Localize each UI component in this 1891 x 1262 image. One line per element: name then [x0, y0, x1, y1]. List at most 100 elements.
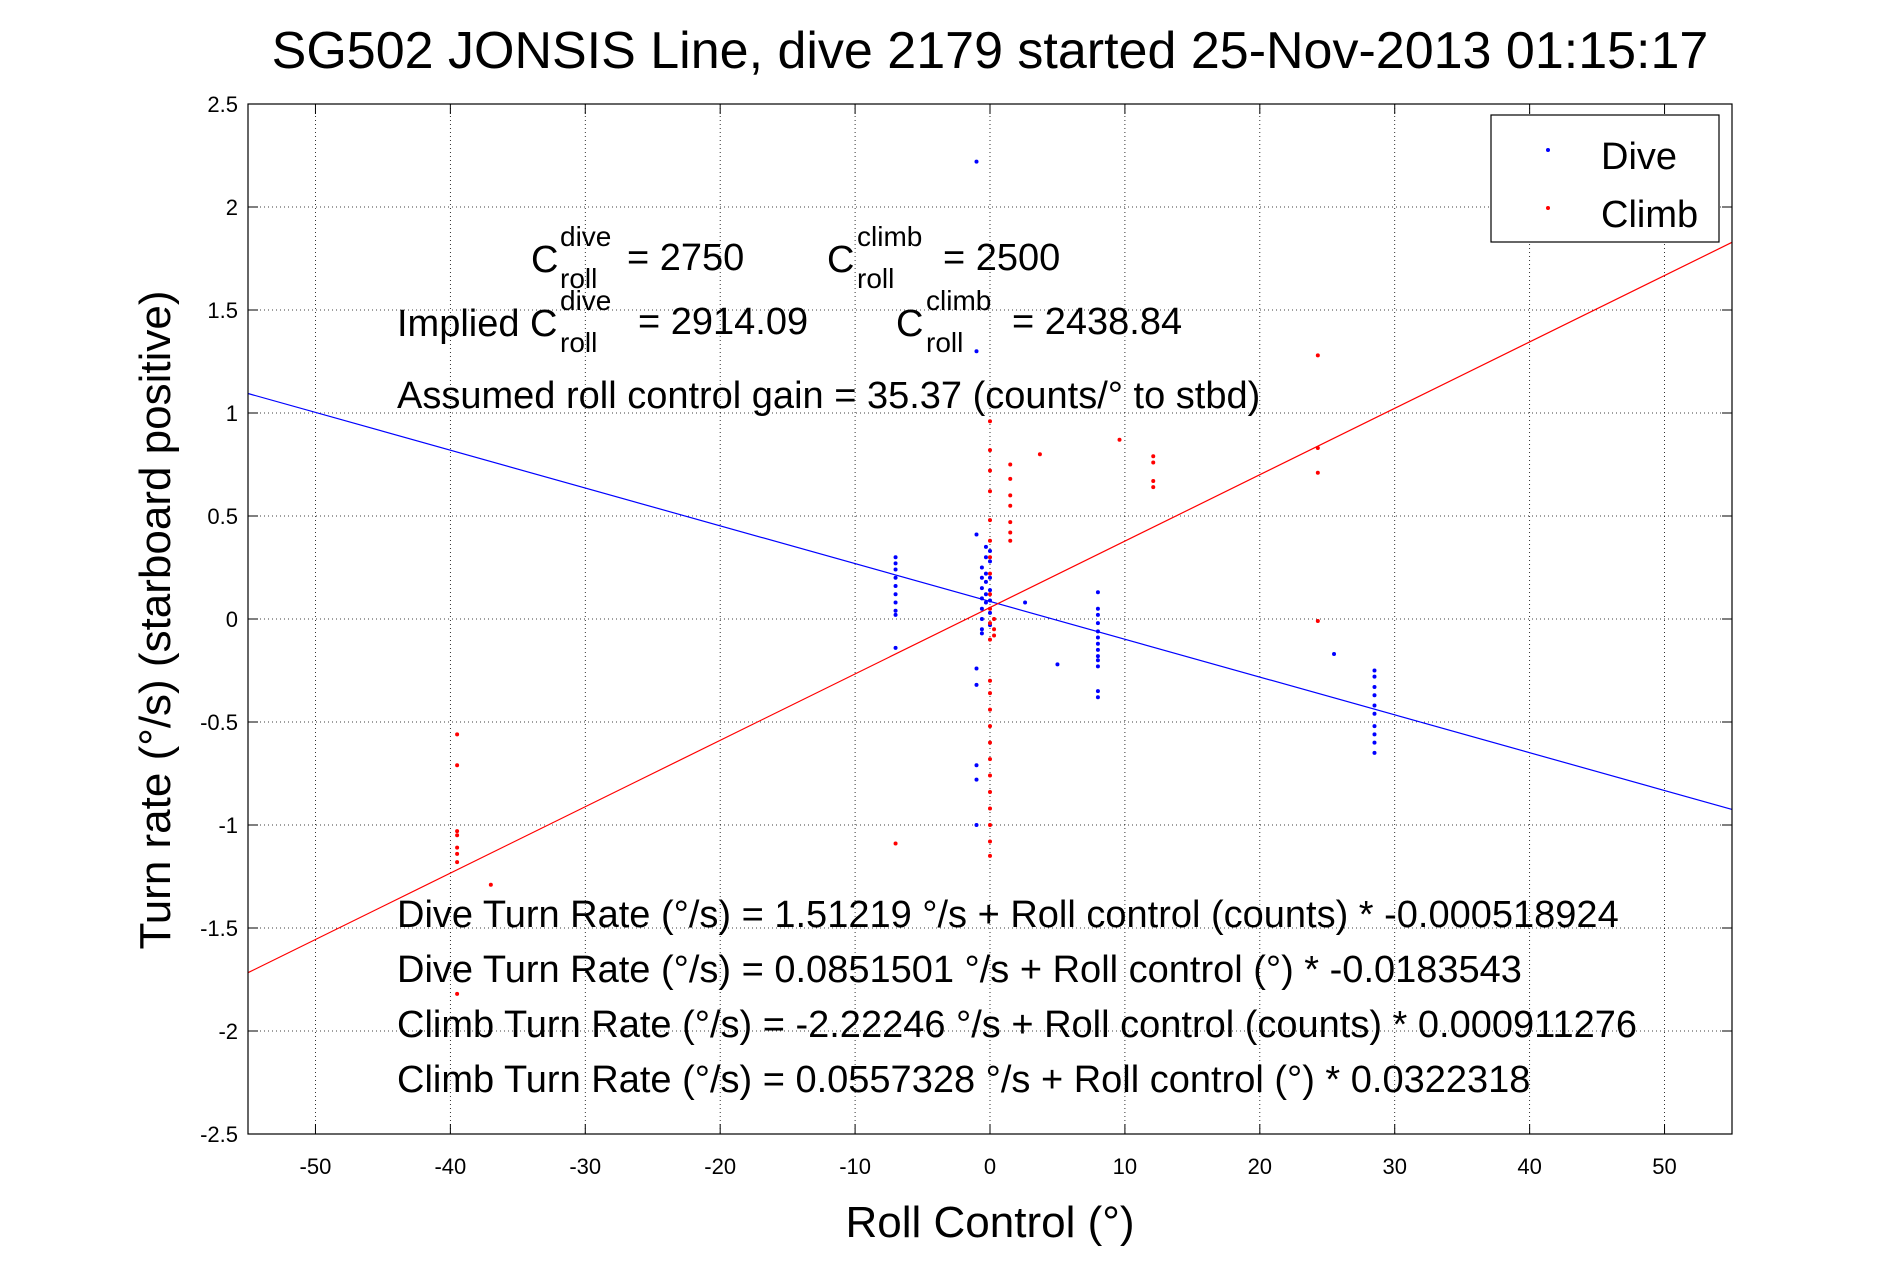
point-dive — [979, 586, 984, 591]
y-tick-label: 0 — [226, 607, 238, 632]
point-dive — [893, 567, 898, 572]
point-dive — [893, 561, 898, 566]
point-dive — [1095, 695, 1100, 700]
implied-climb-sup: climb — [926, 285, 991, 316]
equation-dive-degrees: Dive Turn Rate (°/s) = 0.0851501 °/s + R… — [397, 949, 1522, 991]
point-dive — [1372, 750, 1377, 755]
point-climb — [1008, 462, 1013, 467]
point-climb — [455, 851, 460, 856]
point-dive — [1095, 612, 1100, 617]
x-tick-label: -20 — [704, 1154, 736, 1179]
point-dive — [1095, 590, 1100, 595]
point-dive — [893, 592, 898, 597]
ticks — [248, 103, 1732, 1135]
c-roll-climb-sub: roll — [857, 263, 894, 294]
point-dive — [983, 600, 988, 605]
point-dive — [983, 579, 988, 584]
point-dive — [1095, 658, 1100, 663]
point-climb — [1151, 478, 1156, 483]
point-climb — [988, 518, 992, 523]
point-dive — [979, 617, 984, 621]
point-dive — [983, 571, 988, 576]
point-dive — [979, 606, 984, 611]
point-climb — [988, 419, 992, 424]
tick-labels: -50 -40 -30 -20 -10 0 10 20 30 40 50-2.5-2-1.5-1-0… — [200, 92, 1677, 1179]
y-tick-label: -0.5 — [200, 710, 238, 735]
point-climb — [1008, 503, 1013, 508]
point-climb — [1315, 619, 1320, 624]
point-dive — [974, 349, 979, 354]
data-points — [455, 159, 1377, 996]
point-dive — [1095, 654, 1100, 659]
point-dive — [979, 627, 984, 632]
point-climb — [1315, 446, 1320, 451]
point-dive — [1023, 600, 1028, 605]
point-dive — [988, 588, 992, 593]
point-climb — [988, 724, 992, 729]
point-climb — [1008, 476, 1013, 481]
equation-climb-counts: Climb Turn Rate (°/s) = -2.22246 °/s + R… — [397, 1004, 1637, 1046]
equation-dive-counts: Dive Turn Rate (°/s) = 1.51219 °/s + Rol… — [397, 894, 1619, 936]
point-dive — [988, 549, 992, 554]
y-axis-label: Turn rate (°/s) (starboard positive) — [131, 290, 180, 949]
point-climb — [988, 740, 992, 745]
point-dive — [974, 763, 979, 768]
point-dive — [1095, 629, 1100, 634]
point-climb — [988, 806, 992, 811]
point-dive — [1372, 732, 1377, 737]
legend: Dive Climb — [1490, 114, 1720, 243]
point-climb — [988, 538, 992, 543]
point-climb — [455, 763, 460, 768]
y-tick-label: -1 — [218, 813, 238, 838]
point-climb — [988, 448, 992, 453]
legend-climb-marker — [1546, 206, 1550, 210]
point-dive — [988, 610, 992, 615]
point-climb — [988, 790, 992, 795]
point-climb — [1008, 530, 1013, 535]
point-climb — [992, 633, 997, 638]
point-dive — [893, 584, 898, 589]
y-tick-label: 2.5 — [207, 92, 238, 117]
point-dive — [979, 565, 984, 570]
implied-climb-letter: C — [896, 303, 923, 345]
x-tick-label: 40 — [1517, 1154, 1541, 1179]
point-climb — [992, 627, 997, 632]
point-dive — [893, 600, 898, 605]
point-climb — [988, 489, 992, 494]
point-dive — [979, 596, 984, 601]
point-climb — [488, 882, 493, 887]
equation-climb-degrees: Climb Turn Rate (°/s) = 0.0557328 °/s + … — [397, 1059, 1530, 1101]
point-dive — [1372, 711, 1377, 716]
y-tick-label: 0.5 — [207, 504, 238, 529]
point-dive — [1372, 674, 1377, 679]
point-dive — [1372, 703, 1377, 708]
point-dive — [893, 555, 898, 560]
point-dive — [893, 575, 898, 580]
point-climb — [988, 555, 992, 560]
point-climb — [988, 691, 992, 696]
point-climb — [1315, 470, 1320, 475]
point-climb — [455, 829, 460, 834]
point-climb — [988, 678, 992, 683]
point-climb — [455, 833, 460, 838]
y-tick-label: -2 — [218, 1019, 238, 1044]
point-climb — [455, 732, 460, 737]
point-dive — [1055, 662, 1060, 667]
implied-dive-sup: dive — [560, 285, 611, 316]
point-climb — [893, 841, 898, 846]
point-climb — [988, 621, 992, 626]
point-dive — [893, 612, 898, 617]
point-dive — [974, 682, 979, 687]
y-tick-label: 1 — [226, 401, 238, 426]
point-dive — [1095, 635, 1100, 640]
x-tick-label: 30 — [1382, 1154, 1406, 1179]
point-climb — [988, 757, 992, 762]
point-dive — [988, 598, 992, 603]
c-roll-climb-letter: C — [827, 239, 854, 281]
point-dive — [974, 532, 979, 537]
point-dive — [893, 645, 898, 650]
point-climb — [1151, 454, 1156, 459]
x-tick-label: -40 — [434, 1154, 466, 1179]
point-climb — [455, 860, 460, 865]
